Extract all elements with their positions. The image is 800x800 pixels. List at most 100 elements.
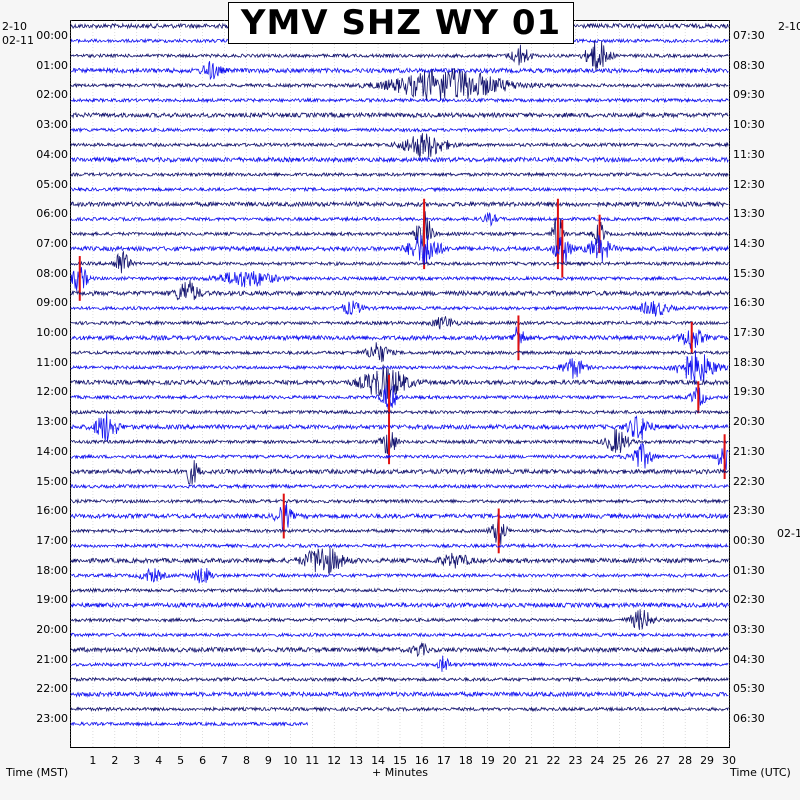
x-tick-label: 7 <box>221 754 229 767</box>
x-tick-label: 17 <box>436 754 451 767</box>
trace-row <box>70 413 729 442</box>
x-tick-label: 21 <box>524 754 539 767</box>
right-time-label: 02:30 <box>733 593 765 607</box>
trace-row <box>70 518 729 545</box>
trace-row <box>71 429 729 455</box>
trace-row <box>70 547 729 575</box>
trace-row <box>70 567 729 584</box>
x-tick-label: 5 <box>177 754 185 767</box>
trace-row <box>70 655 729 672</box>
left-time-label: 07:00 <box>36 236 68 250</box>
x-tick-label: 1 <box>89 754 97 767</box>
trace-row <box>70 200 729 208</box>
left-time-label: 20:00 <box>36 623 68 636</box>
x-tick-label: 11 <box>305 754 320 767</box>
left-time-label: 16:00 <box>36 504 68 518</box>
left-time-label: 22:00 <box>36 682 68 696</box>
left-time-label: 19:00 <box>36 593 68 607</box>
trace-row <box>70 280 729 301</box>
x-tick-label: 25 <box>612 754 627 767</box>
left-time-label: 18:00 <box>36 563 68 577</box>
trace-row <box>70 676 729 683</box>
right-time-label: 07:30 <box>733 29 765 42</box>
right-time-label: 11:30 <box>733 147 765 161</box>
left-time-label: 17:00 <box>36 533 68 547</box>
left-time-label: 14:00 <box>36 444 68 458</box>
x-tick-label: 24 <box>590 754 605 767</box>
x-tick-label: 4 <box>155 754 163 767</box>
right-time-label: 23:30 <box>733 504 765 518</box>
right-time-label: 08:30 <box>733 58 765 72</box>
trace-row <box>70 186 729 193</box>
right-time-label: 10:30 <box>733 118 765 132</box>
right-time-label: 15:30 <box>733 266 765 280</box>
x-tick-label: 28 <box>678 754 693 767</box>
right-time-label: 19:30 <box>733 385 765 399</box>
trace-row <box>70 251 729 274</box>
right-time-label: 21:30 <box>733 444 765 458</box>
left-time-label: 13:00 <box>36 415 68 429</box>
trace-row <box>70 503 729 531</box>
right-time-label: 18:30 <box>733 355 765 369</box>
left-start-date: 2-10 <box>2 20 27 33</box>
x-tick-label: 2 <box>111 754 119 767</box>
left-time-label: 04:00 <box>36 147 68 161</box>
trace-row <box>70 264 729 291</box>
x-tick-label: 30 <box>722 754 736 767</box>
trace-row <box>70 61 729 81</box>
trace-row <box>70 706 729 713</box>
right-date-change: 02-1 <box>777 527 800 540</box>
trace-row <box>70 631 729 638</box>
left-time-label: 23:00 <box>36 712 68 726</box>
right-time-label: 04:30 <box>733 652 765 666</box>
right-time-label: 03:30 <box>733 623 765 636</box>
x-tick-label: 27 <box>656 754 671 767</box>
trace-row <box>70 690 729 698</box>
left-time-label: 06:00 <box>36 207 68 221</box>
right-time-label: 01:30 <box>733 563 765 577</box>
x-tick-label: 8 <box>242 754 250 767</box>
trace-row <box>70 234 729 266</box>
left-time-label: 08:00 <box>36 266 68 280</box>
x-tick-label: 18 <box>458 754 473 767</box>
x-tick-label: 20 <box>502 754 517 767</box>
trace-row <box>70 483 729 490</box>
right-time-label: 20:30 <box>733 415 765 429</box>
trace-row <box>70 300 729 317</box>
traces <box>70 22 729 728</box>
right-time-label: 09:30 <box>733 88 765 102</box>
trace-row <box>70 97 729 104</box>
left-second-date: 02-11 <box>2 34 34 47</box>
trace-row <box>70 316 729 330</box>
trace-row <box>70 601 729 609</box>
right-axis-label: Time (UTC) <box>730 766 791 779</box>
trace-row <box>70 498 729 505</box>
trace-row <box>70 212 729 227</box>
trace-row <box>70 111 729 119</box>
left-time-label: 09:00 <box>36 296 68 310</box>
trace-row <box>70 542 729 549</box>
x-tick-label: 16 <box>414 754 429 767</box>
chart-title: YMV SHZ WY 01 <box>228 2 574 44</box>
x-tick-label: 10 <box>283 754 298 767</box>
x-tick-label: 29 <box>700 754 715 767</box>
left-time-label: 10:00 <box>36 326 68 339</box>
left-time-label: 11:00 <box>36 355 68 369</box>
trace-row <box>70 350 729 385</box>
trace-row <box>70 342 729 363</box>
trace-row <box>70 609 729 630</box>
trace-row <box>70 155 729 164</box>
x-axis-label: + Minutes <box>372 766 429 779</box>
right-time-label: 05:30 <box>733 682 765 696</box>
left-time-label: 21:00 <box>36 652 68 666</box>
left-time-label: 02:00 <box>36 88 68 102</box>
trace-row <box>70 385 729 410</box>
trace-row <box>70 40 729 72</box>
right-time-label: 16:30 <box>733 296 765 310</box>
trace-row <box>70 211 729 257</box>
x-tick-label: 26 <box>634 754 649 767</box>
trace-row <box>70 171 729 178</box>
right-time-label: 22:30 <box>733 474 765 488</box>
x-tick-label: 19 <box>480 754 495 767</box>
